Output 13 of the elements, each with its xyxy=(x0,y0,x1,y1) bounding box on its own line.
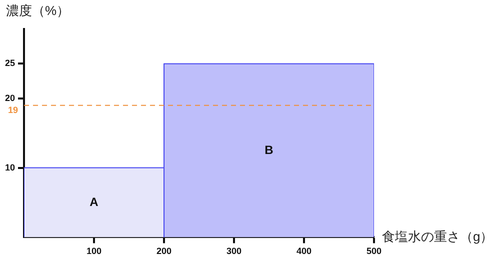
x-axis-title: 食塩水の重さ（g） xyxy=(382,228,494,244)
y-tick-label: 25 xyxy=(4,58,15,68)
y-axis-title: 濃度（%） xyxy=(6,3,70,18)
x-tick-label: 400 xyxy=(296,246,312,256)
annotation: A xyxy=(90,194,99,209)
ref-line-label: 19 xyxy=(8,104,18,115)
annotation: B xyxy=(264,142,274,157)
x-tick-label: 500 xyxy=(366,246,382,256)
y-tick-label: 20 xyxy=(4,92,15,103)
y-tick-label: 10 xyxy=(4,162,15,172)
x-tick-label: 100 xyxy=(86,246,102,256)
x-tick-label: 300 xyxy=(226,246,242,256)
x-tick-label: 200 xyxy=(156,246,172,256)
